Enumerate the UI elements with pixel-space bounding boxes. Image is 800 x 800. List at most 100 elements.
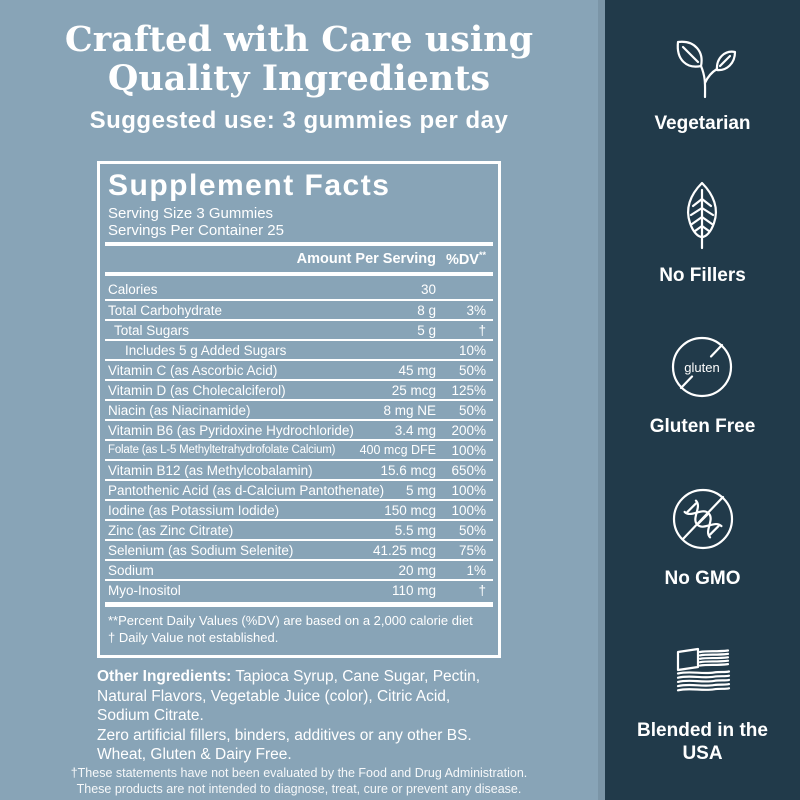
usa-flag-icon [665, 633, 741, 709]
page-title: Crafted with Care using Quality Ingredie… [0, 19, 598, 100]
column-divider [598, 0, 605, 800]
cell-amount: 110 mg [391, 582, 436, 598]
page-title-line2: Quality Ingredients [107, 58, 491, 100]
cell-label: Niacin (as Niacinamide) [108, 402, 251, 418]
cell-label: Total Sugars [114, 322, 190, 338]
cell-amount: 41.25 mcg [372, 542, 436, 558]
cell-dv: 50% [458, 522, 486, 538]
cell-label: Total Carbohydrate [108, 302, 223, 318]
serving-size-text: Serving Size 3 Gummies [108, 205, 274, 223]
cell-label: Iodine (as Potassium Iodide) [108, 502, 280, 518]
cell-amount: 30 [420, 281, 436, 297]
table-row: Zinc (as Zinc Citrate) 5.5 mg 50% [105, 519, 493, 539]
badge-label: Blended in the USA [637, 719, 768, 765]
cell-dv: 1% [466, 562, 486, 578]
table-row: Total Sugars 5 g † [105, 319, 493, 339]
leaf-veins-icon [664, 178, 740, 254]
cell-amount: 5 g [417, 322, 436, 338]
column-header-amount: Amount Per Serving [296, 251, 436, 268]
cell-dv: 100% [451, 502, 486, 518]
cell-label: Zinc (as Zinc Citrate) [108, 522, 234, 538]
cell-amount: 5.5 mg [394, 522, 436, 538]
cell-amount: 25 mcg [391, 382, 436, 398]
table-row: Vitamin D (as Cholecalciferol) 25 mcg 125% [105, 379, 493, 399]
cell-amount: 3.4 mg [394, 422, 436, 438]
badge-no-gmo: No GMO [665, 481, 741, 591]
cell-dv: 125% [451, 382, 486, 398]
table-row: Niacin (as Niacinamide) 8 mg NE 50% [105, 399, 493, 419]
cell-amount: 20 mg [398, 562, 436, 578]
supplement-facts-title: Supplement Facts [108, 169, 391, 203]
cell-label: Pantothenic Acid (as d-Calcium Pantothen… [108, 482, 385, 498]
panel-footnote: **Percent Daily Values (%DV) are based o… [100, 610, 498, 653]
fda-disclaimer: †These statements have not been evaluate… [70, 765, 528, 796]
allergen-free-text: Wheat, Gluten & Dairy Free. [97, 746, 292, 764]
cell-dv: 200% [451, 422, 486, 438]
badge-label: No Fillers [659, 264, 746, 286]
table-row: Includes 5 g Added Sugars 10% [105, 339, 493, 359]
cell-dv: † [478, 582, 486, 598]
svg-text:gluten: gluten [685, 360, 720, 375]
table-row: Vitamin B6 (as Pyridoxine Hydrochloride)… [105, 419, 493, 439]
cell-dv: 10% [458, 342, 486, 358]
dna-crossed-circle-icon [665, 481, 741, 557]
cell-dv: 50% [458, 362, 486, 378]
suggested-use-text: Suggested use: 3 gummies per day [89, 107, 509, 135]
table-row: Vitamin C (as Ascorbic Acid) 45 mg 50% [105, 359, 493, 379]
gluten-crossed-circle-icon: gluten [664, 329, 740, 405]
cell-amount: 5 mg [405, 482, 436, 498]
cell-dv: 50% [458, 402, 486, 418]
badge-no-fillers: No Fillers [659, 178, 746, 288]
badge-blended-usa: Blended in the USA [637, 633, 769, 767]
other-ingredients-text: Other Ingredients: Tapioca Syrup, Cane S… [97, 668, 481, 725]
cell-amount: 400 mcg DFE [359, 443, 436, 458]
leaves-sprout-icon [664, 26, 740, 102]
table-header-row: Amount Per Serving %DV** [105, 249, 493, 269]
cell-dv: 75% [458, 542, 486, 558]
cell-dv: 100% [451, 482, 486, 498]
cell-amount: 8 g [417, 302, 436, 318]
cell-amount: 150 mcg [384, 502, 436, 518]
cell-label: Vitamin C (as Ascorbic Acid) [108, 362, 278, 378]
badge-vegetarian: Vegetarian [654, 26, 751, 136]
badge-label: Vegetarian [654, 113, 751, 134]
cell-dv: 3% [466, 302, 486, 318]
cell-amount: 45 mg [398, 362, 436, 378]
table-row: Selenium (as Sodium Selenite) 41.25 mcg 75… [105, 539, 493, 559]
column-header-dv: %DV** [445, 250, 486, 269]
table-row: Myo-Inositol 110 mg † [105, 579, 493, 599]
cell-label: Includes 5 g Added Sugars [125, 342, 287, 358]
cell-dv: † [478, 322, 486, 338]
table-row: Vitamin B12 (as Methylcobalamin) 15.6 mcg… [105, 459, 493, 479]
divider-bar [105, 272, 493, 277]
cell-dv: 100% [451, 442, 486, 458]
cell-amount: 15.6 mcg [380, 462, 436, 478]
feature-badges-sidebar: Vegetarian No Fillers [605, 0, 800, 800]
divider-bar [105, 242, 493, 247]
divider-bar [105, 602, 493, 608]
cell-label: Selenium (as Sodium Selenite) [108, 542, 294, 558]
other-ingredients-block: Other Ingredients: Tapioca Syrup, Cane S… [97, 667, 501, 765]
supplement-facts-panel: Supplement Facts Serving Size 3 Gummies … [97, 161, 501, 659]
cell-amount: 8 mg NE [383, 402, 436, 418]
cell-label: Folate (as L-5 Methyltetrahydrofolate Ca… [108, 444, 336, 457]
table-row: Folate (as L-5 Methyltetrahydrofolate Ca… [105, 439, 493, 459]
cell-label: Vitamin D (as Cholecalciferol) [108, 382, 286, 398]
badge-label: Gluten Free [649, 416, 756, 438]
footnote-dv: **Percent Daily Values (%DV) are based o… [108, 613, 473, 629]
cell-label: Sodium [108, 562, 154, 578]
footnote-dagger: † Daily Value not established. [108, 630, 279, 646]
label-column: Crafted with Care using Quality Ingredie… [0, 19, 598, 796]
badge-label: No GMO [664, 567, 741, 589]
table-row: Total Carbohydrate 8 g 3% [105, 299, 493, 319]
table-row: Pantothenic Acid (as d-Calcium Pantothen… [105, 479, 493, 499]
cell-dv: 650% [451, 462, 486, 478]
page-title-line1: Crafted with Care using [64, 19, 534, 60]
table-row: Sodium 20 mg 1% [105, 559, 493, 579]
other-ingredients-label: Other Ingredients: [97, 668, 232, 686]
table-row: Calories 30 [105, 279, 493, 299]
table-row: Iodine (as Potassium Iodide) 150 mcg 100% [105, 499, 493, 519]
no-fillers-text: Zero artificial fillers, binders, additi… [97, 726, 472, 744]
cell-label: Vitamin B12 (as Methylcobalamin) [108, 462, 313, 478]
